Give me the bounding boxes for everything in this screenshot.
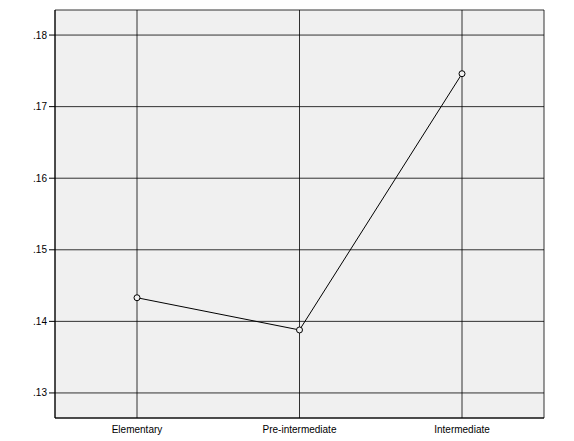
- svg-text:Elementary: Elementary: [112, 424, 163, 435]
- svg-text:Intermediate: Intermediate: [434, 424, 490, 435]
- svg-text:.15: .15: [33, 244, 47, 255]
- svg-text:.13: .13: [33, 387, 47, 398]
- svg-text:.14: .14: [33, 316, 47, 327]
- svg-text:.17: .17: [33, 101, 47, 112]
- svg-text:Pre-intermediate: Pre-intermediate: [263, 424, 337, 435]
- svg-text:.18: .18: [33, 30, 47, 41]
- svg-text:.16: .16: [33, 173, 47, 184]
